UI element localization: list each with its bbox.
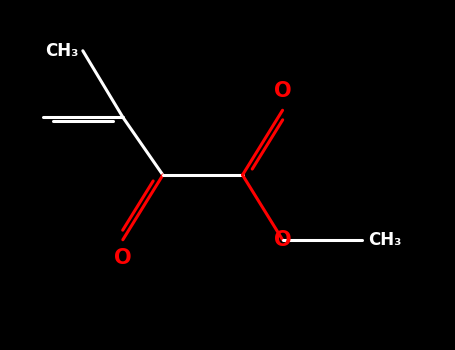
Text: O: O <box>114 248 131 268</box>
Text: O: O <box>274 230 291 250</box>
Text: O: O <box>274 82 291 102</box>
Text: CH₃: CH₃ <box>45 42 78 60</box>
Text: CH₃: CH₃ <box>369 231 402 249</box>
